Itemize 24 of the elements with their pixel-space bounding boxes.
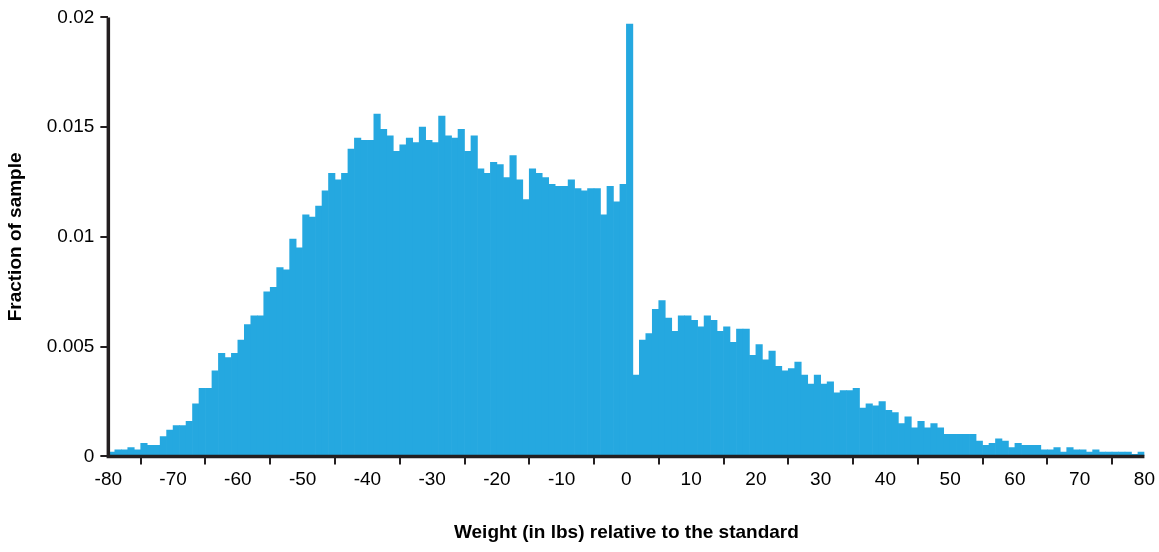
x-tick-label: -70 — [159, 468, 187, 490]
x-axis-title: Weight (in lbs) relative to the standard — [453, 520, 799, 542]
x-tick-label: 0 — [621, 468, 632, 490]
x-tick-label: 30 — [810, 468, 832, 490]
x-tick-label: 10 — [680, 468, 702, 490]
y-axis-title: Fraction of sample — [3, 152, 25, 322]
x-tick-label: -20 — [483, 468, 511, 490]
x-tick-label: 60 — [1004, 468, 1026, 490]
x-tick-label: -60 — [224, 468, 252, 490]
x-tick-label: -80 — [94, 468, 123, 490]
y-tick-label: 0.01 — [57, 225, 95, 247]
y-tick-label: 0 — [83, 444, 95, 466]
x-tick-label: 40 — [874, 468, 896, 490]
x-tick-label: 80 — [1133, 468, 1155, 490]
y-tick-label: 0.005 — [46, 334, 95, 356]
x-tick-label: -40 — [353, 468, 382, 490]
x-tick-label: -10 — [547, 468, 576, 490]
x-tick-label: -30 — [418, 468, 446, 490]
y-tick-label: 0.02 — [57, 5, 95, 27]
x-tick-label: 70 — [1069, 468, 1091, 490]
x-tick-label: -50 — [288, 468, 317, 490]
y-tick-label: 0.015 — [46, 115, 95, 137]
x-tick-label: 20 — [745, 468, 767, 490]
x-tick-label: 50 — [939, 468, 961, 490]
